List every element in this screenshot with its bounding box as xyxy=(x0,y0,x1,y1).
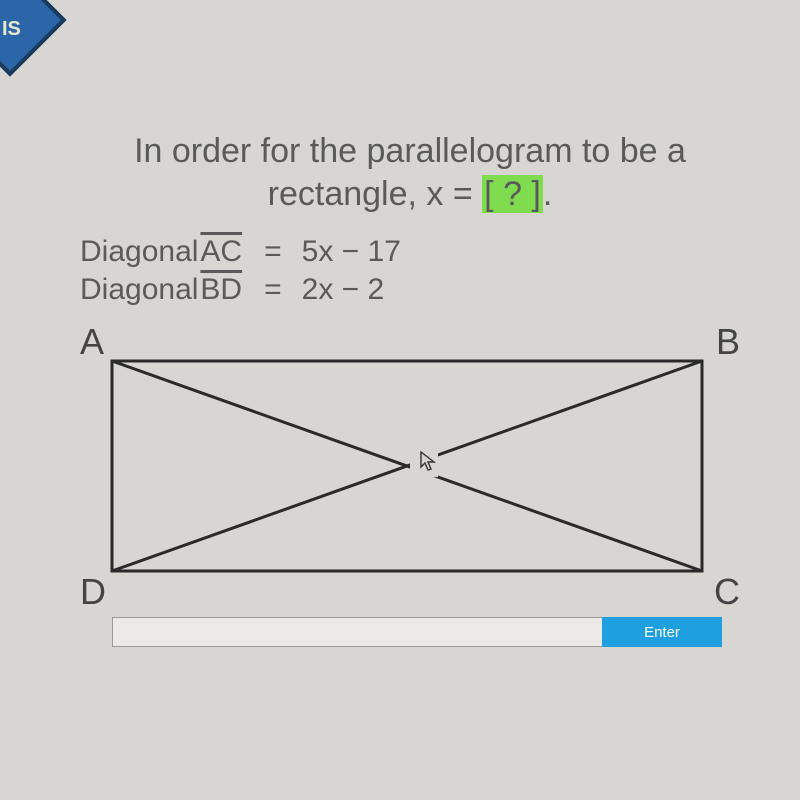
diag1-eq: = xyxy=(264,235,282,269)
question-line-1: In order for the parallelogram to be a xyxy=(80,130,740,173)
vertex-label-d: D xyxy=(80,571,106,613)
rectangle-svg xyxy=(110,359,710,579)
question-line2-post: . xyxy=(543,175,552,213)
enter-button[interactable]: Enter xyxy=(602,617,722,647)
mouse-cursor-icon xyxy=(420,451,438,479)
answer-blank-highlight: [ ? ] xyxy=(482,175,543,213)
app-badge-text: IS xyxy=(2,18,21,41)
question-line-2: rectangle, x = [ ? ]. xyxy=(80,173,740,216)
segment-ac: AC xyxy=(198,235,244,269)
answer-input[interactable] xyxy=(112,617,602,647)
vertex-label-c: C xyxy=(714,571,740,613)
diag1-pre: Diagonal xyxy=(80,235,198,269)
diagonal-ac-line: Diagonal AC = 5x − 17 xyxy=(80,235,740,269)
segment-bd: BD xyxy=(198,273,244,307)
problem-content: In order for the parallelogram to be a r… xyxy=(80,130,740,601)
answer-row: Enter xyxy=(112,617,722,647)
vertex-label-a: A xyxy=(80,321,104,363)
diag2-expr: 2x − 2 xyxy=(302,273,385,307)
question-line2-pre: rectangle, x = xyxy=(268,175,483,213)
diag2-eq: = xyxy=(264,273,282,307)
vertex-label-b: B xyxy=(716,321,740,363)
diagonal-bd-line: Diagonal BD = 2x − 2 xyxy=(80,273,740,307)
diag2-pre: Diagonal xyxy=(80,273,198,307)
diag1-expr: 5x − 17 xyxy=(302,235,401,269)
rectangle-diagram: A B C D Enter xyxy=(80,321,740,601)
